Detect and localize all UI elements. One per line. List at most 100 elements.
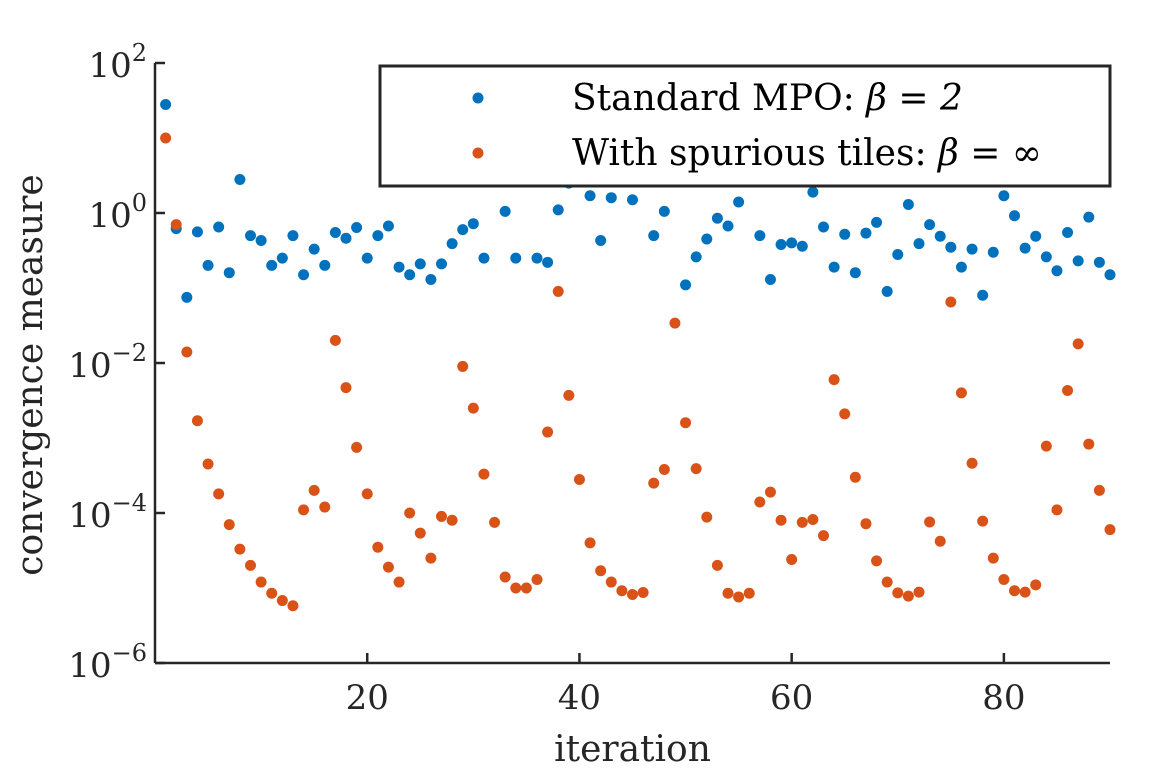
data-point bbox=[382, 561, 394, 573]
data-point bbox=[690, 463, 702, 475]
data-point bbox=[542, 256, 554, 268]
data-point bbox=[266, 259, 278, 271]
plot-area bbox=[160, 98, 1116, 612]
data-point bbox=[372, 230, 384, 242]
data-point bbox=[680, 279, 692, 291]
data-point bbox=[520, 582, 532, 594]
data-point bbox=[223, 267, 235, 279]
y-tick-label: 10−2 bbox=[68, 339, 147, 386]
data-point bbox=[510, 252, 522, 264]
data-point bbox=[669, 317, 681, 329]
data-point bbox=[934, 230, 946, 242]
data-point bbox=[945, 241, 957, 253]
x-ticks: 20 40 60 80 bbox=[346, 653, 1026, 718]
data-point bbox=[839, 228, 851, 240]
data-point bbox=[1062, 384, 1074, 396]
data-point bbox=[966, 243, 978, 255]
y-tick-label: 100 bbox=[88, 189, 147, 236]
data-point bbox=[1030, 230, 1042, 242]
data-point bbox=[1051, 504, 1063, 516]
data-point bbox=[404, 507, 416, 519]
data-point bbox=[892, 248, 904, 260]
data-point bbox=[266, 587, 278, 599]
data-point bbox=[733, 196, 745, 208]
data-point bbox=[1051, 265, 1063, 277]
data-point bbox=[478, 252, 490, 264]
data-point bbox=[902, 198, 914, 210]
data-point bbox=[372, 541, 384, 553]
x-tick-label: 80 bbox=[982, 678, 1025, 718]
y-tick-label: 10−6 bbox=[68, 639, 147, 686]
data-point bbox=[987, 246, 999, 258]
data-point bbox=[298, 269, 310, 281]
x-axis-label: iteration bbox=[554, 729, 711, 770]
data-point bbox=[690, 251, 702, 263]
data-point bbox=[223, 519, 235, 531]
data-point bbox=[181, 291, 193, 303]
data-point bbox=[977, 289, 989, 301]
legend-label-standard-mpo: Standard MPO: β = 2 bbox=[572, 78, 963, 119]
data-point bbox=[552, 204, 564, 216]
data-point bbox=[913, 238, 925, 250]
series-1 bbox=[160, 98, 1116, 303]
data-point bbox=[627, 588, 638, 600]
data-point bbox=[955, 261, 967, 273]
data-point bbox=[839, 408, 851, 420]
data-point bbox=[191, 415, 203, 427]
data-point bbox=[955, 387, 967, 399]
data-point bbox=[701, 233, 713, 245]
data-point bbox=[393, 261, 405, 273]
data-point bbox=[1009, 585, 1020, 597]
data-point bbox=[329, 334, 341, 346]
data-point bbox=[478, 468, 490, 480]
data-point bbox=[255, 234, 267, 246]
data-point bbox=[234, 543, 246, 555]
data-point bbox=[245, 559, 256, 571]
data-point bbox=[436, 510, 447, 522]
legend-label-standard-mpo-name: Standard MPO: bbox=[572, 78, 866, 119]
data-point bbox=[319, 259, 331, 271]
data-point bbox=[255, 576, 267, 588]
data-point bbox=[351, 222, 363, 234]
data-point bbox=[977, 515, 989, 527]
data-point bbox=[818, 530, 829, 542]
data-point bbox=[1030, 579, 1042, 591]
data-point bbox=[382, 220, 394, 232]
y-tick-label: 102 bbox=[88, 39, 147, 86]
data-point bbox=[743, 587, 755, 599]
data-point bbox=[796, 240, 808, 252]
data-point bbox=[807, 513, 819, 525]
y-axis-label: convergence measure bbox=[10, 174, 51, 575]
data-point bbox=[892, 587, 904, 599]
data-point bbox=[361, 252, 373, 264]
data-point bbox=[818, 221, 829, 233]
data-point bbox=[754, 496, 766, 508]
data-point bbox=[308, 243, 320, 255]
data-point bbox=[849, 471, 861, 483]
data-point bbox=[616, 585, 628, 597]
data-point bbox=[627, 194, 638, 206]
data-point bbox=[213, 488, 225, 500]
data-point bbox=[170, 219, 182, 231]
data-point bbox=[786, 237, 798, 249]
data-point bbox=[213, 221, 225, 233]
data-point bbox=[828, 261, 840, 273]
data-point bbox=[987, 552, 999, 564]
data-point bbox=[467, 218, 479, 230]
data-point bbox=[287, 600, 299, 612]
data-point bbox=[1083, 211, 1095, 223]
data-point bbox=[1009, 210, 1020, 222]
data-point bbox=[181, 346, 193, 358]
data-point bbox=[499, 205, 511, 217]
data-point bbox=[775, 514, 787, 526]
data-point bbox=[160, 98, 172, 110]
data-point bbox=[764, 273, 776, 285]
data-point bbox=[722, 587, 734, 599]
data-point bbox=[531, 252, 543, 264]
data-point bbox=[849, 267, 861, 279]
data-point bbox=[786, 553, 798, 565]
data-point bbox=[319, 501, 331, 513]
data-point bbox=[871, 555, 883, 567]
data-point bbox=[287, 230, 299, 242]
